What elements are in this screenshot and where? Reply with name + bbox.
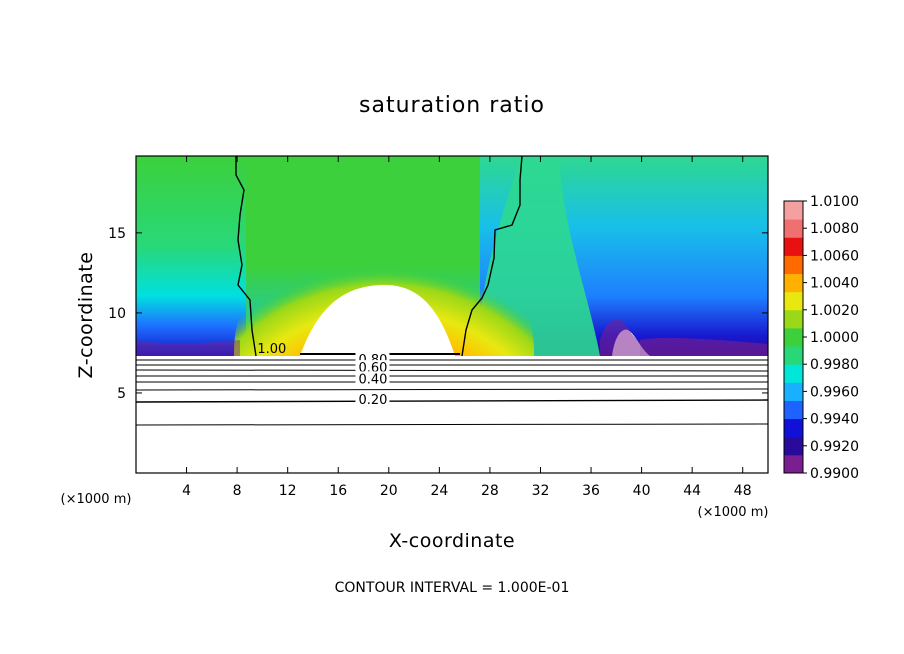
x-tick-label: 32: [532, 483, 550, 499]
colorbar-segment: [784, 327, 803, 347]
contour-line-g: [136, 399, 768, 403]
heatmap-core-white: [300, 285, 455, 356]
contour-line-1-00-right: [461, 156, 523, 357]
x-axis: 4 8 12 16 20 24 28 32 36 40 44 48: [182, 156, 752, 499]
heatmap-lower-purple: [640, 337, 768, 356]
x-tick-label: 48: [734, 483, 752, 499]
heatmap-left-region: [136, 156, 246, 356]
x-tick-label: 20: [380, 483, 398, 499]
colorbar-segment: [784, 436, 803, 456]
colorbar-label: 1.0000: [810, 330, 859, 346]
contour-label: 1.00: [257, 342, 286, 357]
colorbar-label: 1.0080: [810, 221, 859, 237]
colorbar-segment: [784, 400, 803, 420]
y-tick-label: 5: [117, 386, 126, 402]
plot-frame: [135, 155, 769, 474]
contour-line-f: [136, 388, 768, 391]
colorbar-segment: [784, 454, 803, 474]
colorbar-label: 1.0040: [810, 276, 859, 292]
contour-label-bg: [355, 371, 390, 385]
colorbar-label: 1.0100: [810, 194, 859, 210]
heatmap-left-purple: [136, 340, 240, 356]
x-tick-label: 40: [633, 483, 651, 499]
x-tick-label: 24: [430, 483, 448, 499]
contour-line-1-00-left: [235, 156, 257, 357]
x-tick-label: 4: [182, 483, 191, 499]
colorbar-label: 0.9980: [810, 357, 859, 373]
colorbar-label: 0.9900: [810, 466, 859, 482]
contour-line-c: [136, 369, 768, 372]
colorbar-segment: [784, 273, 803, 293]
y-tick-label: 15: [108, 226, 126, 242]
x-axis-label: X-coordinate: [389, 530, 515, 552]
colorbar-segment: [784, 309, 803, 329]
chart-title: saturation ratio: [359, 93, 545, 118]
y-tick-label: 10: [108, 306, 126, 322]
y-axis-label: Z-coordinate: [75, 252, 97, 379]
heatmap-right-purple: [600, 319, 640, 356]
colorbar-label: 1.0020: [810, 303, 859, 319]
x-tick-label: 8: [233, 483, 242, 499]
x-tick-label: 44: [683, 483, 701, 499]
x-tick-label: 12: [279, 483, 297, 499]
contour-label-bg: [355, 392, 390, 406]
colorbar-label: 0.9960: [810, 384, 859, 400]
colorbar-segment: [784, 255, 803, 275]
colorbar-segment: [784, 382, 803, 401]
contour-interval-note: CONTOUR INTERVAL = 1.000E-01: [335, 580, 570, 596]
colorbar-segment: [784, 364, 803, 383]
contour-label: 0.40: [358, 372, 387, 387]
colorbar-segment: [784, 418, 803, 438]
colorbar-label: 0.9920: [810, 439, 859, 455]
contour-line-h: [136, 423, 768, 426]
x-tick-label: 36: [582, 483, 600, 499]
colorbar-segment: [784, 346, 803, 365]
x-tick-label: 28: [481, 483, 499, 499]
x-unit-right: (×1000 m): [698, 505, 769, 520]
contour-label-bg: [355, 360, 390, 374]
y-axis: 5 10 15: [108, 226, 768, 402]
colorbar-segment: [784, 219, 803, 238]
heatmap-lower-white: [136, 356, 768, 473]
colorbar-label: 1.0060: [810, 248, 859, 264]
colorbar-segment: [784, 291, 803, 311]
colorbar: 1.0100 1.0080 1.0060 1.0040 1.0020 1.0000 0.99…: [783, 194, 859, 482]
heatmap-field: [136, 156, 768, 473]
colorbar-label: 0.9940: [810, 412, 859, 428]
contour-label: 0.20: [358, 393, 387, 408]
colorbar-segment: [784, 237, 803, 256]
colorbar-segment: [784, 201, 803, 220]
x-tick-label: 16: [329, 483, 347, 499]
x-unit-left: (×1000 m): [61, 492, 132, 507]
contour-labels: 1.000.800.600.400.20: [257, 342, 390, 408]
